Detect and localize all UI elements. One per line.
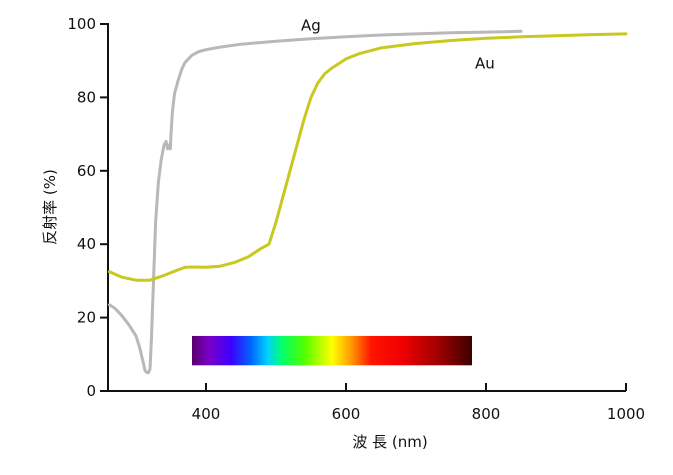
series-lines xyxy=(107,29,628,375)
x-tick-label: 1000 xyxy=(607,405,645,423)
series-line-au xyxy=(107,32,628,282)
tick-labels: 0 20 40 60 80 100 400 600 800 1000 xyxy=(67,15,645,423)
x-tick-label: 600 xyxy=(332,405,361,423)
x-tick-label: 800 xyxy=(472,405,501,423)
y-tick-label: 80 xyxy=(77,88,96,106)
series-line-ag xyxy=(107,29,523,375)
series-label-au: Au xyxy=(475,55,495,73)
axes xyxy=(100,23,627,392)
y-tick-label: 60 xyxy=(77,162,96,180)
series-label-ag: Ag xyxy=(301,17,321,35)
visible-spectrum-band xyxy=(192,335,472,366)
y-tick-label: 40 xyxy=(77,235,96,253)
x-tick-label: 400 xyxy=(192,405,221,423)
y-tick-label: 20 xyxy=(77,309,96,327)
y-tick-label: 0 xyxy=(86,382,96,400)
y-axis-title: 反射率 (%) xyxy=(41,169,59,245)
x-axis-title: 波 長 (nm) xyxy=(352,433,427,451)
y-tick-label: 100 xyxy=(67,15,96,33)
